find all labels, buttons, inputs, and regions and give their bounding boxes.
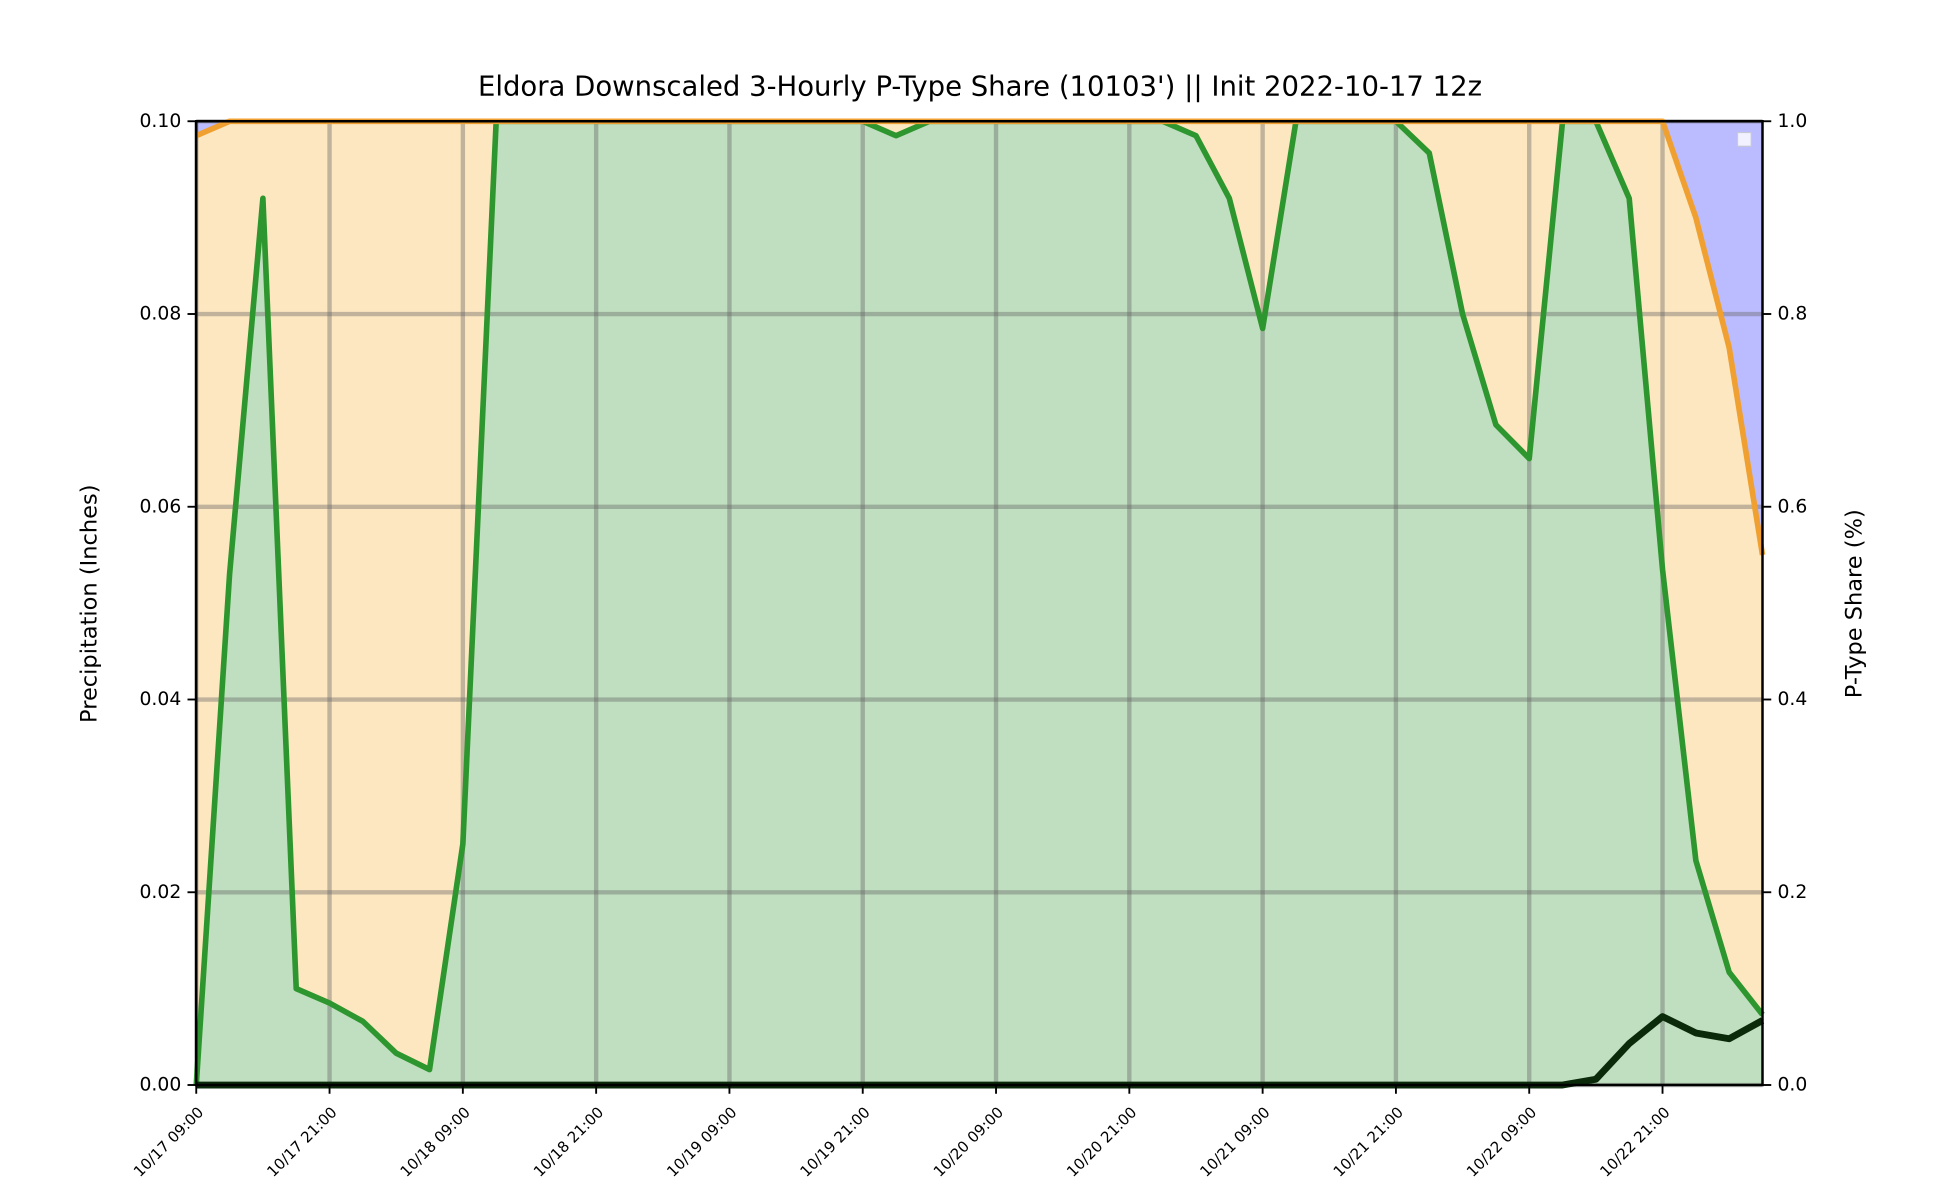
y2-tick-label: 0.0 [1778,1075,1808,1096]
y-tick-label: 0.02 [140,882,182,903]
y-tick-label: 0.06 [140,496,182,517]
y-tick-label: 0.10 [140,111,182,132]
y-tick-label: 0.00 [140,1075,182,1096]
y2-tick-label: 0.6 [1778,496,1808,517]
stacked-area [196,121,1763,1085]
plot-frame [195,120,1764,1087]
y-tick-label: 0.08 [140,304,182,325]
y2-tick-label: 0.8 [1778,304,1808,325]
legend [1736,131,1752,147]
y-tick-label: 0.04 [140,689,182,710]
y2-tick-label: 0.2 [1778,882,1808,903]
chart-title: Eldora Downscaled 3-Hourly P-Type Share … [478,71,1482,103]
y2-axis-label: P-Type Share (%) [1842,509,1868,698]
y2-tick-label: 1.0 [1778,111,1808,132]
stacked-area [196,121,1763,1085]
y2-tick-label: 0.4 [1778,689,1808,710]
y-axis-label: Precipitation (Inches) [77,485,103,723]
